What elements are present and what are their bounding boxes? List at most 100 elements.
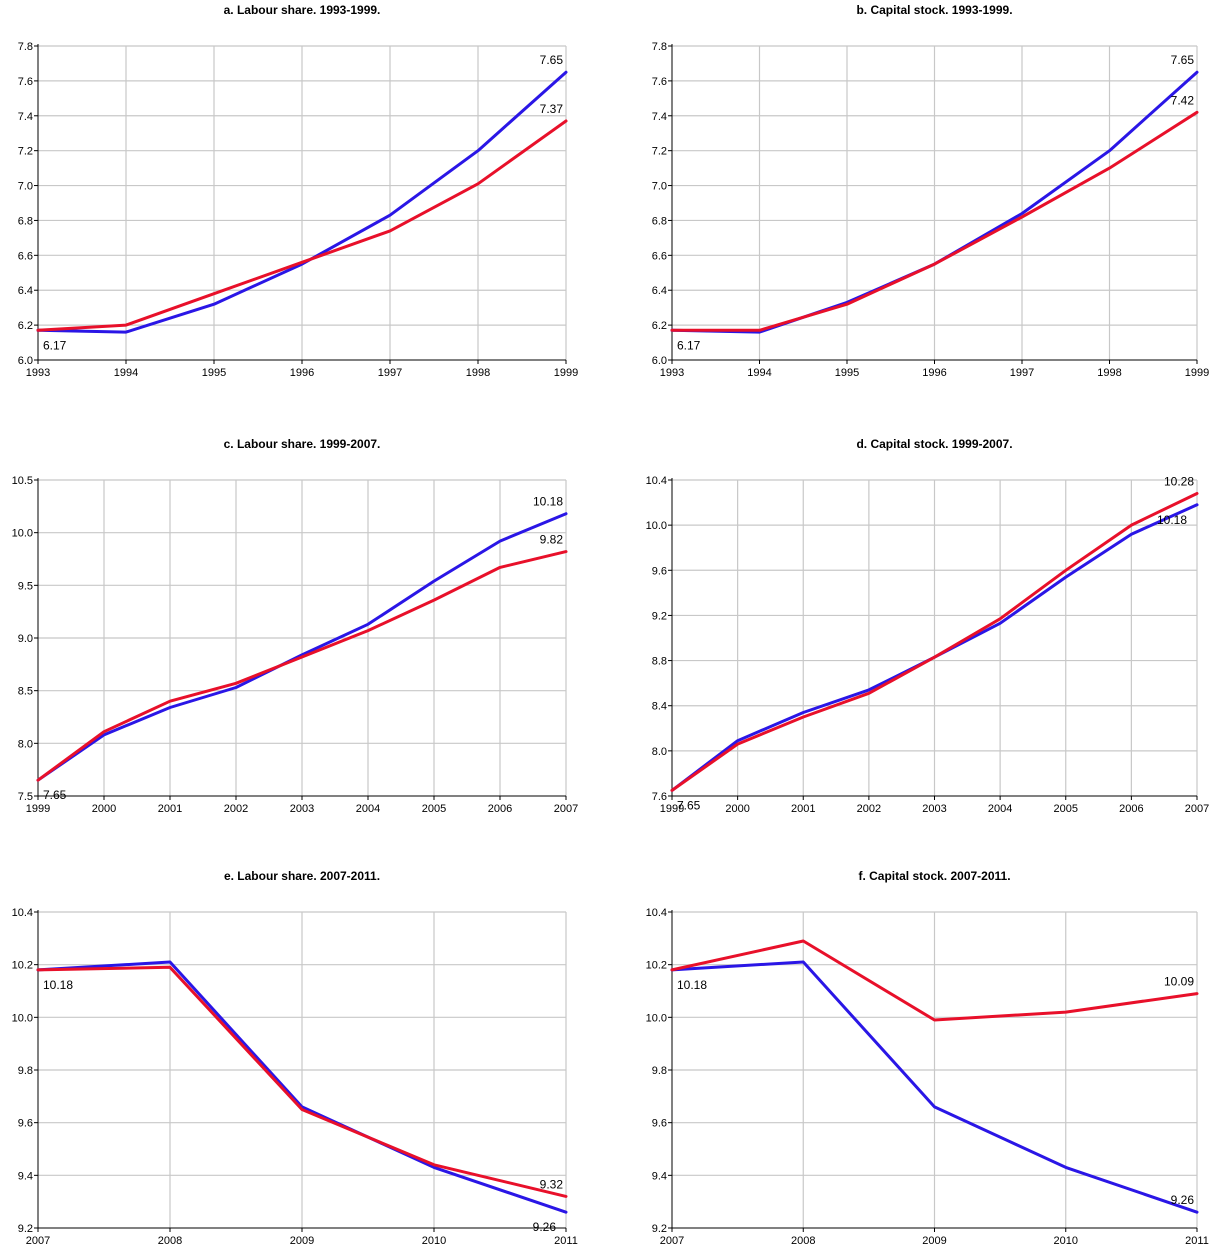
x-tick-label: 2007 — [660, 1235, 684, 1247]
data-label: 7.65 — [540, 53, 564, 67]
x-tick-label: 1999 — [554, 367, 578, 379]
y-tick-label: 9.6 — [652, 1118, 667, 1130]
series-line-red — [36, 965, 568, 1198]
y-tick-label: 6.8 — [652, 215, 667, 227]
data-label: 10.18 — [1157, 513, 1187, 527]
series-line-red — [36, 550, 568, 782]
series-line-blue — [670, 960, 1199, 1214]
x-tick-label: 1999 — [660, 803, 684, 815]
x-tick-label: 1997 — [378, 367, 402, 379]
data-label: 10.18 — [43, 978, 73, 992]
y-tick-label: 8.0 — [652, 746, 667, 758]
x-tick-label: 2005 — [1054, 803, 1078, 815]
x-tick-label: 1999 — [1185, 367, 1209, 379]
series-line-red — [670, 492, 1199, 792]
y-tick-label: 9.5 — [18, 580, 33, 592]
x-tick-label: 2002 — [857, 803, 881, 815]
chart-panel-f: f. Capital stock. 2007-2011. 9.2 9.4 9.6 9.8… — [646, 869, 1209, 1247]
y-tick-label: 9.8 — [652, 1065, 667, 1077]
y-tick-label: 7.0 — [18, 181, 33, 193]
x-tick-label: 1994 — [747, 367, 771, 379]
data-label: 7.65 — [1171, 53, 1195, 67]
x-tick-label: 2004 — [988, 803, 1012, 815]
x-tick-label: 2008 — [158, 1235, 182, 1247]
x-tick-label: 1997 — [1010, 367, 1034, 379]
y-tick-label: 10.2 — [646, 960, 667, 972]
y-tick-label: 7.8 — [652, 41, 667, 53]
y-tick-label: 8.0 — [18, 738, 33, 750]
y-tick-label: 6.8 — [18, 215, 33, 227]
chart-title: e. Labour share. 2007-2011. — [224, 869, 380, 883]
chart-panel-b: b. Capital stock. 1993-1999. 6.0 6.2 6.4 6.6… — [652, 3, 1210, 379]
y-tick-label: 6.0 — [18, 355, 33, 367]
x-tick-label: 2006 — [1119, 803, 1143, 815]
x-tick-label: 2000 — [725, 803, 749, 815]
y-tick-label: 9.0 — [18, 633, 33, 645]
data-label: 9.82 — [540, 533, 564, 547]
series-line-blue — [36, 960, 568, 1214]
data-label: 6.17 — [43, 338, 67, 352]
data-label: 7.65 — [43, 788, 67, 802]
x-tick-label: 2007 — [1185, 803, 1209, 815]
data-label: 10.18 — [677, 978, 707, 992]
y-tick-label: 9.2 — [652, 610, 667, 622]
y-tick-label: 6.4 — [18, 285, 33, 297]
chart-title: a. Labour share. 1993-1999. — [224, 3, 381, 17]
y-tick-label: 6.6 — [18, 250, 33, 262]
y-tick-label: 10.5 — [12, 475, 33, 487]
y-tick-label: 7.6 — [652, 791, 667, 803]
x-tick-label: 1995 — [835, 367, 859, 379]
x-tick-label: 2010 — [1054, 1235, 1078, 1247]
chart-panel-a: a. Labour share. 1993-1999. 6.0 6.2 6.4 6.6 6… — [18, 3, 579, 379]
y-tick-label: 6.2 — [18, 320, 33, 332]
x-tick-label: 2011 — [554, 1235, 578, 1247]
chart-panel-e: e. Labour share. 2007-2011. 9.2 9.4 9.6 9.8 1… — [12, 869, 578, 1247]
y-tick-label: 7.2 — [18, 146, 33, 158]
y-tick-label: 10.0 — [646, 1012, 667, 1024]
chart-panel-c: c. Labour share. 1999-2007. 7.5 8.0 8.5 9.0 9… — [12, 437, 579, 815]
data-label: 9.26 — [533, 1220, 557, 1234]
x-tick-label: 2003 — [290, 803, 314, 815]
y-tick-label: 7.6 — [18, 76, 33, 88]
x-tick-label: 1994 — [114, 367, 138, 379]
y-tick-label: 9.4 — [652, 1170, 667, 1182]
y-tick-label: 6.6 — [652, 250, 667, 262]
x-tick-label: 2001 — [158, 803, 182, 815]
x-tick-label: 2004 — [356, 803, 380, 815]
x-tick-label: 2002 — [224, 803, 248, 815]
y-tick-label: 6.4 — [652, 285, 667, 297]
x-tick-label: 2000 — [92, 803, 116, 815]
chart-title: d. Capital stock. 1999-2007. — [856, 437, 1012, 451]
y-tick-label: 9.6 — [652, 565, 667, 577]
y-tick-label: 9.2 — [18, 1223, 33, 1235]
x-tick-label: 1993 — [26, 367, 50, 379]
chart-title: f. Capital stock. 2007-2011. — [858, 869, 1010, 883]
y-tick-label: 6.0 — [652, 355, 667, 367]
series-line-red — [670, 939, 1199, 1022]
y-tick-label: 10.4 — [12, 907, 33, 919]
data-label: 6.17 — [677, 338, 701, 352]
x-tick-label: 2010 — [422, 1235, 446, 1247]
y-tick-label: 10.0 — [12, 528, 33, 540]
y-tick-label: 9.4 — [18, 1170, 33, 1182]
data-label: 7.42 — [1171, 93, 1195, 107]
y-tick-label: 7.2 — [652, 146, 667, 158]
data-label: 10.18 — [533, 495, 563, 509]
data-label: 7.37 — [540, 102, 564, 116]
y-tick-label: 8.8 — [652, 656, 667, 668]
y-tick-label: 10.0 — [12, 1012, 33, 1024]
data-label: 10.28 — [1164, 475, 1194, 489]
chart-panel-d: d. Capital stock. 1999-2007. 7.6 8.0 8.4 8.8… — [646, 437, 1210, 815]
x-tick-label: 1996 — [290, 367, 314, 379]
y-tick-label: 7.0 — [652, 181, 667, 193]
x-tick-label: 1998 — [466, 367, 490, 379]
x-tick-label: 2005 — [422, 803, 446, 815]
x-tick-label: 1995 — [202, 367, 226, 379]
chart-title: b. Capital stock. 1993-1999. — [856, 3, 1012, 17]
x-tick-label: 2007 — [554, 803, 578, 815]
x-tick-label: 2009 — [290, 1235, 314, 1247]
x-tick-label: 2006 — [488, 803, 512, 815]
y-tick-label: 8.4 — [652, 701, 667, 713]
x-tick-label: 1996 — [922, 367, 946, 379]
